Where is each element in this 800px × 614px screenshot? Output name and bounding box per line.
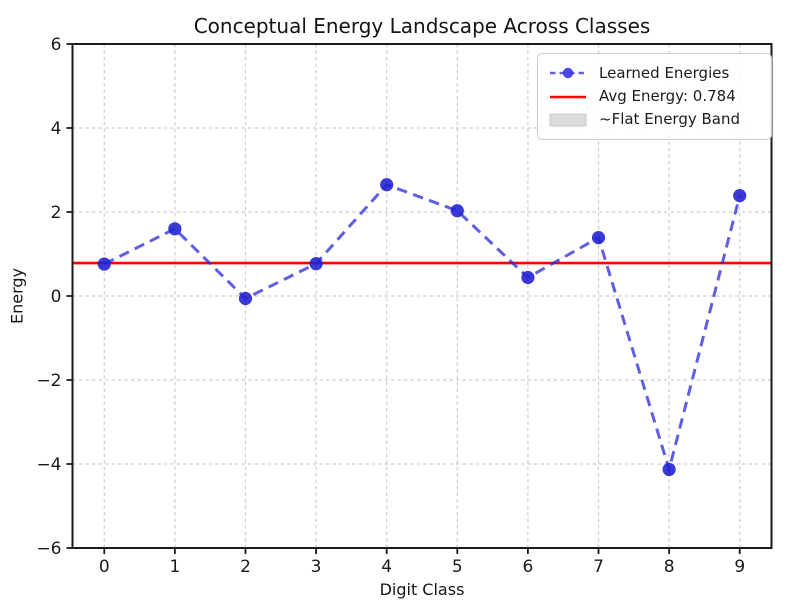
energy-series-line	[103, 182, 742, 476]
y-tick-label: 6	[51, 35, 62, 55]
legend-label: ~Flat Energy Band	[599, 110, 740, 129]
x-tick-label: 9	[734, 557, 745, 577]
data-point-marker	[733, 189, 747, 203]
legend-label: Avg Energy: 0.784	[599, 87, 736, 105]
x-tick-label: 6	[522, 557, 533, 577]
legend-box: Learned Energies Avg Energy: 0.784 ~Flat…	[537, 53, 772, 140]
y-tick-label: 0	[51, 287, 62, 307]
y-tick-label: −6	[36, 539, 61, 559]
data-point-marker	[591, 231, 606, 245]
y-axis-label: Energy	[7, 267, 27, 325]
x-tick-label: 4	[381, 557, 392, 577]
x-axis-label: Digit Class	[379, 580, 465, 599]
legend-item-flat-energy-band: ~Flat Energy Band	[548, 112, 761, 128]
y-tick-label: −2	[36, 371, 61, 391]
x-tick-label: 2	[240, 557, 251, 577]
x-tick-label: 3	[311, 557, 322, 577]
data-point-marker	[97, 257, 111, 271]
y-tick-label: 2	[51, 203, 62, 223]
x-tick-label: 7	[593, 557, 604, 577]
legend-label: Learned Energies	[599, 63, 730, 82]
data-point-marker	[238, 291, 253, 306]
y-tick-label: −4	[36, 455, 61, 475]
data-point-marker	[521, 270, 535, 285]
dashed-line-marker-icon	[550, 68, 586, 79]
data-point-marker	[662, 462, 676, 477]
solid-line-icon	[550, 95, 586, 98]
data-point-marker	[309, 257, 323, 271]
y-tick-label: 4	[51, 119, 62, 139]
data-point-marker	[168, 222, 182, 236]
x-tick-label: 8	[664, 557, 675, 577]
chart-title: Conceptual Energy Landscape Across Class…	[193, 14, 651, 38]
data-point-marker	[450, 204, 464, 218]
x-tick-label: 0	[99, 557, 110, 577]
legend-item-avg-energy: Avg Energy: 0.784	[548, 89, 761, 105]
x-tick-label: 5	[452, 557, 463, 577]
plot-border	[71, 43, 773, 549]
data-point-marker	[380, 178, 394, 192]
x-tick-label: 1	[169, 557, 180, 577]
band-patch-icon	[549, 113, 587, 127]
legend-item-learned-energies: Learned Energies	[548, 65, 761, 81]
